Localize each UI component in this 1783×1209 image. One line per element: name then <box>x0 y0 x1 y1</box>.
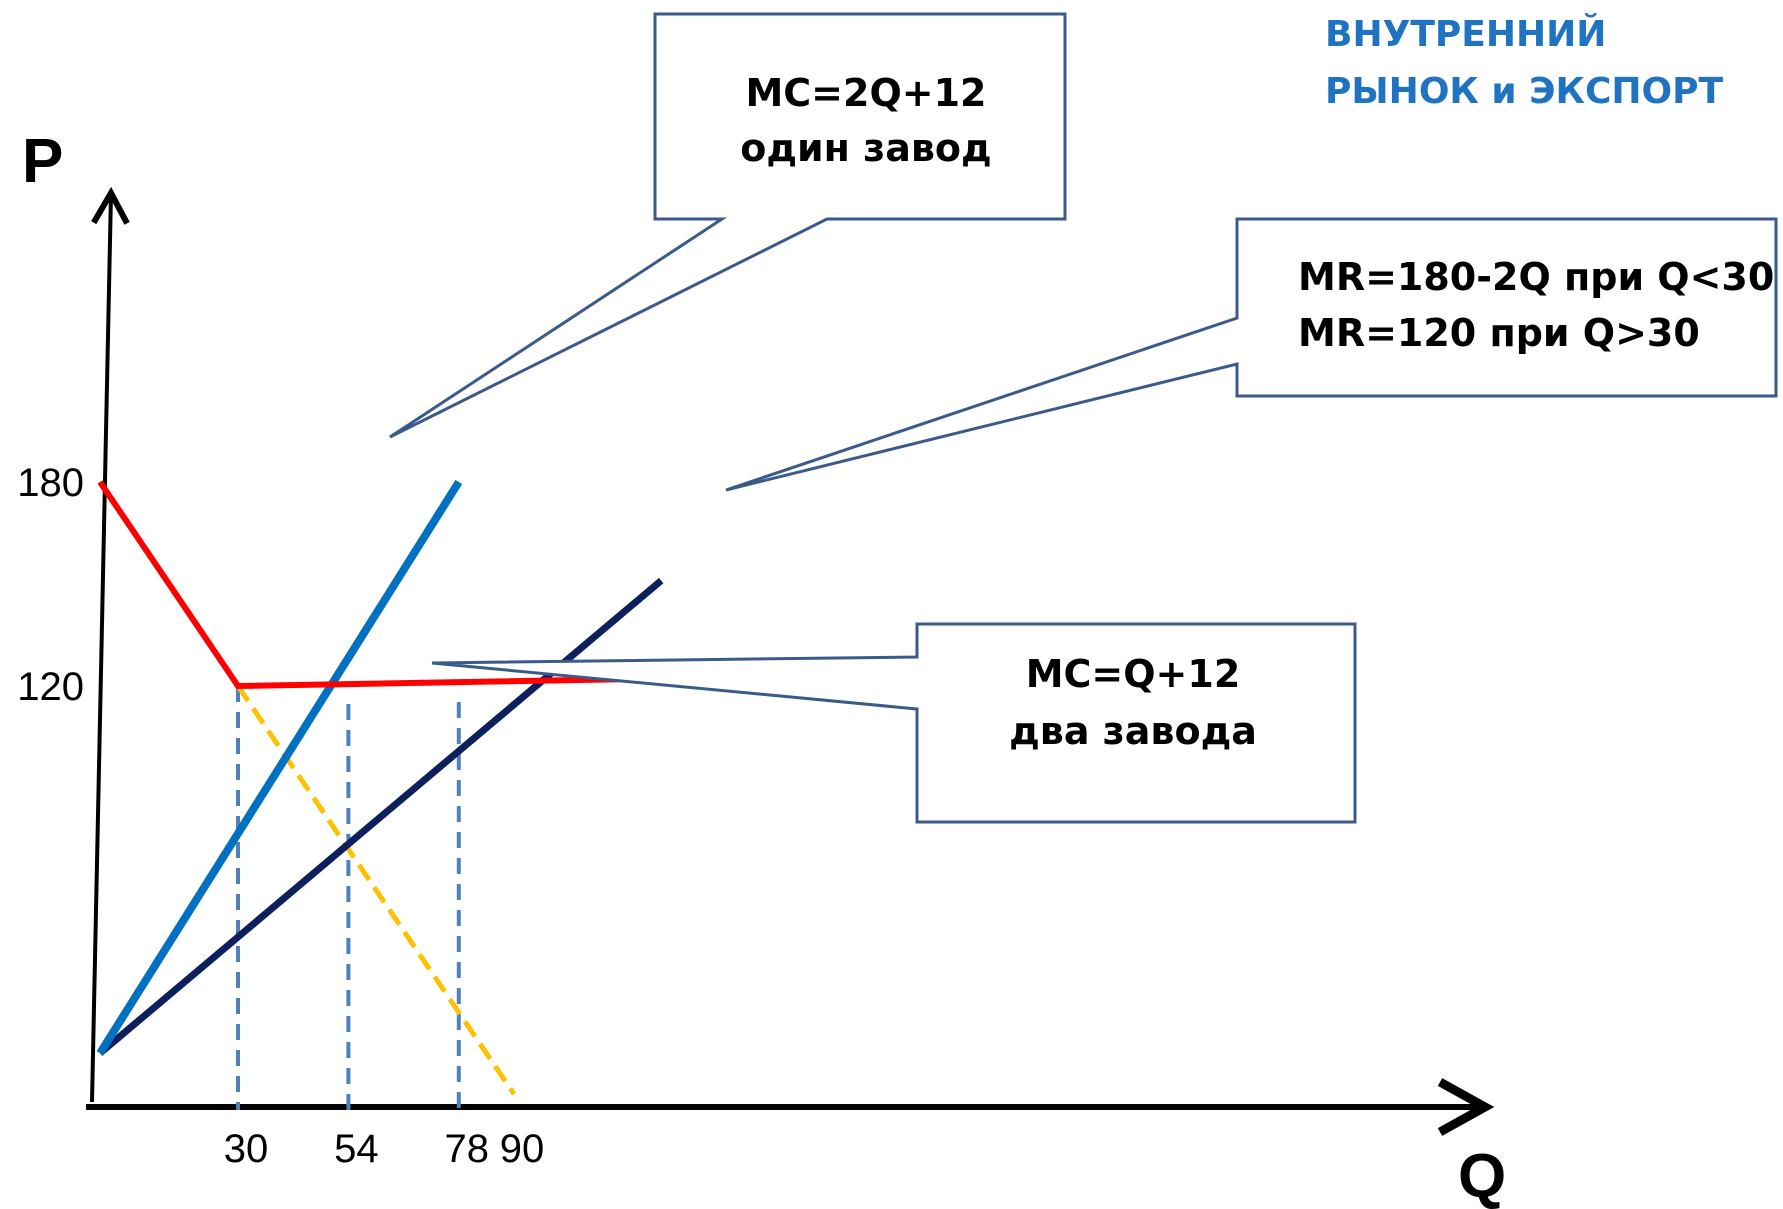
guide-lines <box>236 686 461 1110</box>
callout-mr-shape <box>725 217 1778 492</box>
tick-labels: 30 54 78 90 180 120 <box>17 461 544 1171</box>
callout-mc-two-plants: MC=Q+12 два завода <box>431 622 1357 824</box>
callout-mc-one-plant: MC=2Q+12 один завод <box>389 12 1067 439</box>
x-tick-label: 54 <box>334 1127 379 1171</box>
y-axis <box>90 186 130 1103</box>
series-mc-two <box>97 577 664 1056</box>
series-demand-ext <box>235 684 517 1096</box>
callout-mc-two-plants-shape <box>431 622 1357 824</box>
x-tick-label: 90 <box>500 1127 545 1171</box>
callout-mc-two-plants-line-1: MC=Q+12 <box>1026 652 1241 696</box>
y-tick-label: 180 <box>17 461 84 505</box>
x-tick-label: 78 <box>445 1127 490 1171</box>
chart-title-line-1: ВНУТРЕННИЙ <box>1325 13 1606 55</box>
series-mc-one <box>96 479 463 1056</box>
callout-mr-line-2: MR=120 при Q>30 <box>1298 311 1700 355</box>
chart-title-line-2: РЫНОК и ЭКСПОРТ <box>1325 71 1724 112</box>
callout-mc-one-plant-line-2: один завод <box>740 126 991 170</box>
x-axis-title: Q <box>1458 1142 1506 1209</box>
y-axis-title: P <box>22 127 63 196</box>
callout-mr-line-1: MR=180-2Q при Q<30 <box>1298 255 1774 299</box>
y-tick-label: 120 <box>17 665 84 709</box>
callout-mc-one-plant-line-1: MC=2Q+12 <box>745 71 986 115</box>
callout-mc-one-plant-shape <box>389 12 1067 439</box>
callout-mr: MR=180-2Q при Q<30 MR=120 при Q>30 <box>725 217 1778 492</box>
callout-mc-two-plants-line-2: два завода <box>1009 709 1257 753</box>
x-tick-label: 30 <box>224 1127 269 1171</box>
